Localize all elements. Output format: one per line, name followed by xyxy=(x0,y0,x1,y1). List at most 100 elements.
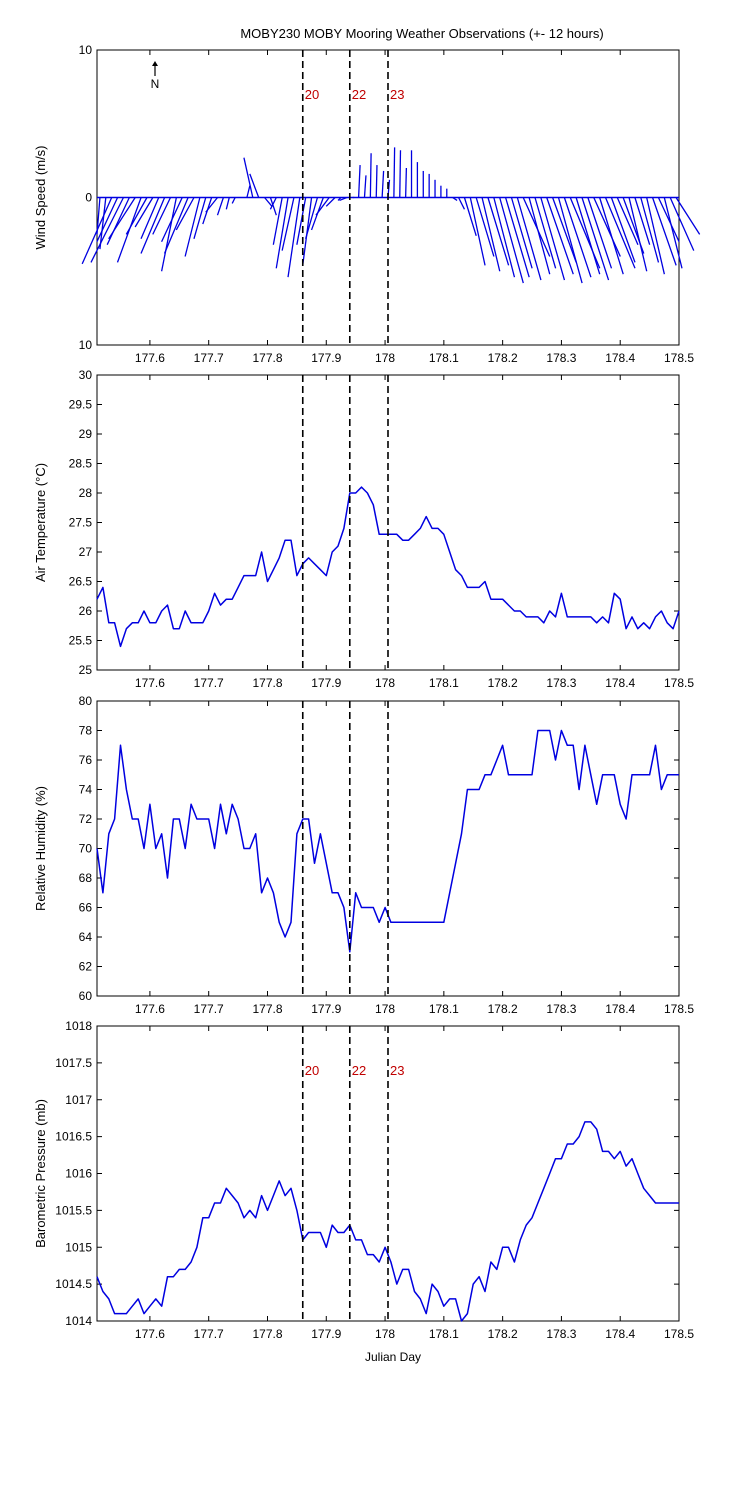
wind-vector xyxy=(161,197,183,243)
wind-vector xyxy=(357,165,361,198)
wind-vector xyxy=(287,197,301,278)
y-tick-label: 28 xyxy=(79,486,93,500)
y-tick-label: 29.5 xyxy=(69,398,93,412)
y-axis-label: Air Temperature (°C) xyxy=(33,463,48,582)
wind-vector xyxy=(205,197,219,213)
y-axis-label: Relative Humidity (%) xyxy=(33,786,48,911)
x-tick-label: 178.3 xyxy=(546,1002,576,1016)
wind-vector xyxy=(616,197,639,245)
wind-vector xyxy=(96,197,119,243)
north-label: N xyxy=(151,77,160,91)
wind-vector xyxy=(246,185,251,198)
wind-vector xyxy=(657,197,680,243)
y-tick-label: 1014.5 xyxy=(55,1277,92,1291)
wind-vector xyxy=(163,197,189,254)
y-tick-label: 74 xyxy=(79,783,93,797)
wind-vector xyxy=(249,173,260,198)
wind-vector xyxy=(493,197,516,278)
wind-vector xyxy=(81,197,113,265)
y-tick-label: 68 xyxy=(79,871,93,885)
x-tick-label: 178.4 xyxy=(605,351,635,365)
event-label: 23 xyxy=(390,87,404,102)
wind-vector xyxy=(375,165,378,198)
figure-title: MOBY230 MOBY Mooring Weather Observation… xyxy=(240,26,603,41)
chart-panels: 177.6 177.7 177.8 177.9 178 178.1 178.2 178.3 17… xyxy=(33,43,701,1341)
wind-vector xyxy=(540,197,566,281)
wind-vector xyxy=(363,175,367,198)
wind-vector xyxy=(106,197,130,245)
y-tick-label: 10 xyxy=(79,43,93,57)
wind-vector xyxy=(404,167,408,198)
wind-vector xyxy=(651,197,677,266)
x-tick-label: 177.8 xyxy=(252,1327,282,1341)
y-axis-label: Barometric Pressure (mb) xyxy=(33,1099,48,1248)
x-tick-label: 177.9 xyxy=(311,351,341,365)
wind-vector xyxy=(481,197,501,272)
x-tick-label: 178.2 xyxy=(488,1002,518,1016)
wind-vector xyxy=(628,197,648,272)
wind-vector xyxy=(463,197,477,237)
wind-vector xyxy=(487,197,510,266)
wind-vector xyxy=(140,197,166,254)
x-tick-label: 177.8 xyxy=(252,1002,282,1016)
x-tick-label: 177.6 xyxy=(135,676,165,690)
x-tick-label: 177.8 xyxy=(252,351,282,365)
wind-vector xyxy=(339,196,348,202)
north-arrowhead-icon xyxy=(152,61,158,66)
wind-vector xyxy=(275,197,289,269)
x-tick-label: 178.2 xyxy=(488,676,518,690)
x-tick-label: 178 xyxy=(375,351,395,365)
wind-vector xyxy=(296,197,307,245)
wind-vector xyxy=(610,197,636,263)
x-tick-label: 178.4 xyxy=(605,1327,635,1341)
y-axis-label: Wind Speed (m/s) xyxy=(33,145,48,249)
x-tick-label: 178.5 xyxy=(664,1327,694,1341)
wind-vector xyxy=(393,147,396,198)
wind-vector xyxy=(160,197,178,272)
wind-vector xyxy=(272,197,283,245)
x-tick-label: 178.1 xyxy=(429,351,459,365)
wind-vector xyxy=(225,197,230,210)
wind-vector xyxy=(99,197,107,250)
y-tick-label: 10 xyxy=(79,338,93,352)
y-tick-label: 30 xyxy=(79,368,93,382)
chart-panel-4: 177.6 177.7 177.8 177.9 178 178.1 178.2 178.3 17… xyxy=(33,1019,694,1341)
x-tick-label: 178.2 xyxy=(488,351,518,365)
wind-vector xyxy=(452,196,458,201)
y-tick-label: 64 xyxy=(79,930,93,944)
x-tick-label: 178.5 xyxy=(664,676,694,690)
wind-vector xyxy=(575,197,601,275)
wind-vector xyxy=(108,197,136,240)
x-tick-label: 178.1 xyxy=(429,676,459,690)
wind-vector xyxy=(516,197,542,281)
wind-vector xyxy=(640,197,660,263)
x-tick-label: 177.8 xyxy=(252,676,282,690)
event-label: 22 xyxy=(352,87,366,102)
wind-vector xyxy=(528,197,551,275)
x-tick-label: 177.6 xyxy=(135,1327,165,1341)
y-tick-label: 1015.5 xyxy=(55,1203,92,1217)
event-label: 20 xyxy=(305,1063,319,1078)
wind-vector xyxy=(604,197,636,269)
y-tick-label: 25.5 xyxy=(69,634,93,648)
wind-vector xyxy=(381,170,385,198)
y-tick-label: 1018 xyxy=(65,1019,92,1033)
wind-vector xyxy=(152,197,172,235)
y-tick-label: 27.5 xyxy=(69,516,93,530)
y-tick-label: 62 xyxy=(79,960,93,974)
wind-vector xyxy=(216,197,225,216)
wind-vector xyxy=(563,197,592,278)
wind-vector xyxy=(499,197,524,284)
y-tick-label: 26 xyxy=(79,604,93,618)
x-tick-label: 178.2 xyxy=(488,1327,518,1341)
y-tick-label: 72 xyxy=(79,812,93,826)
x-tick-label: 178 xyxy=(375,676,395,690)
y-tick-label: 1017.5 xyxy=(55,1056,92,1070)
wind-vector xyxy=(134,197,154,228)
y-tick-label: 0 xyxy=(85,191,92,205)
y-tick-label: 29 xyxy=(79,427,93,441)
x-tick-label: 177.7 xyxy=(194,351,224,365)
x-tick-label: 178.3 xyxy=(546,351,576,365)
wind-vector xyxy=(337,197,342,201)
